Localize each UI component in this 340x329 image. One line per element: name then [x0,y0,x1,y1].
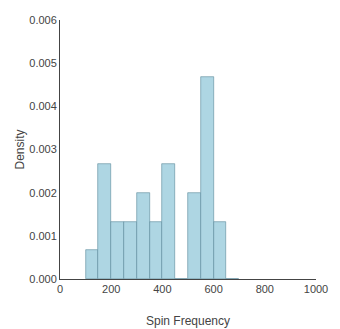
svg-text:0.004: 0.004 [29,100,57,112]
svg-text:0.002: 0.002 [29,187,57,199]
svg-text:Spin Frequency: Spin Frequency [146,314,230,328]
svg-text:800: 800 [256,283,274,295]
svg-text:200: 200 [102,283,120,295]
svg-text:400: 400 [153,283,171,295]
svg-text:0.006: 0.006 [29,14,57,26]
svg-text:Density: Density [13,129,27,169]
svg-text:0.001: 0.001 [29,230,57,242]
svg-text:0.000: 0.000 [29,273,57,285]
svg-text:600: 600 [204,283,222,295]
svg-text:0: 0 [57,283,63,295]
svg-text:0.003: 0.003 [29,143,57,155]
svg-text:0.005: 0.005 [29,57,57,69]
svg-text:1000: 1000 [304,283,328,295]
